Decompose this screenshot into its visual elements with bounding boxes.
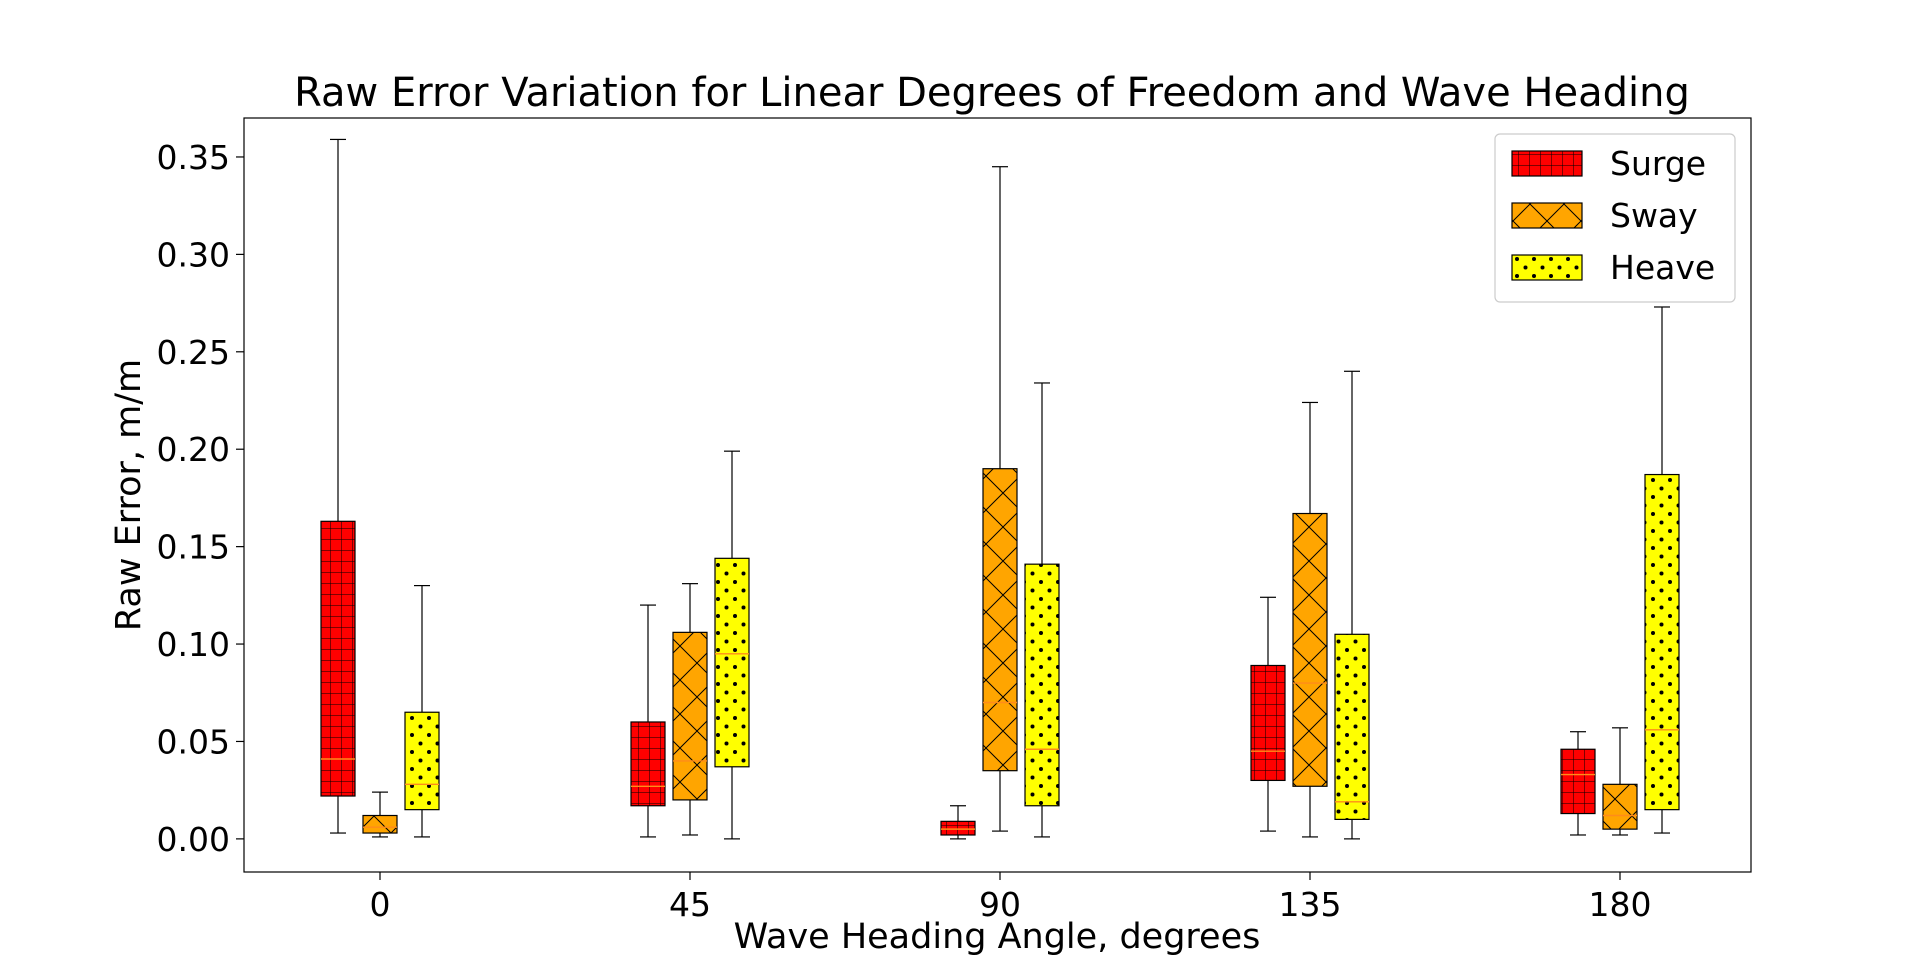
y-axis-label: Raw Error, m/m <box>109 359 149 631</box>
box-sway-0 <box>362 791 398 838</box>
box-outline <box>714 557 750 768</box>
legend-swatch-outline <box>1511 254 1583 281</box>
x-tick-label: 45 <box>669 885 711 924</box>
legend-item-sway: Sway <box>1511 196 1698 235</box>
legend-swatch-outline <box>1511 150 1583 177</box>
y-tick-label: 0.20 <box>157 430 230 469</box>
legend-label: Heave <box>1610 248 1715 287</box>
box-hatch <box>1251 665 1285 781</box>
box-hatch <box>1645 474 1679 810</box>
box-plots <box>320 138 1680 840</box>
box-outline <box>940 820 976 836</box>
box-surge-0 <box>320 138 356 834</box>
x-axis: 0 45 90 135 180 <box>370 872 1652 924</box>
box-hatch <box>1603 784 1637 830</box>
box-outline <box>630 721 666 807</box>
y-tick-label: 0.30 <box>157 235 230 274</box>
plot-area-frame <box>243 117 1752 873</box>
x-tick-label: 90 <box>979 885 1021 924</box>
legend-label: Surge <box>1610 144 1706 183</box>
x-tick-label: 135 <box>1279 885 1342 924</box>
box-surge-135 <box>1250 596 1286 832</box>
box-hatch <box>1025 564 1059 806</box>
box-outline <box>362 814 398 834</box>
x-tick-label: 0 <box>370 885 391 924</box>
x-tick-label: 180 <box>1589 885 1652 924</box>
box-hatch <box>983 468 1017 771</box>
box-sway-90 <box>982 166 1018 832</box>
chart-title: Raw Error Variation for Linear Degrees o… <box>294 70 1690 116</box>
box-hatch <box>363 815 397 834</box>
box-outline <box>404 711 440 811</box>
box-outline <box>1024 563 1060 807</box>
box-surge-45 <box>630 604 666 838</box>
box-hatch <box>631 721 665 806</box>
box-hatch <box>715 558 749 767</box>
box-heave-90 <box>1024 382 1060 838</box>
box-heave-0 <box>404 584 440 838</box>
legend-swatch-hatch <box>1512 151 1582 176</box>
box-heave-180 <box>1644 306 1680 834</box>
box-outline <box>672 631 708 801</box>
box-hatch <box>1561 749 1595 814</box>
y-tick-label: 0.35 <box>157 138 230 177</box>
box-heave-45 <box>714 450 750 840</box>
box-hatch <box>1293 513 1327 787</box>
box-hatch <box>405 712 439 810</box>
y-tick-label: 0.25 <box>157 333 230 372</box>
box-outline <box>1560 748 1596 815</box>
legend: Surge Sway Heave <box>1494 133 1736 303</box>
y-tick-label: 0.15 <box>157 528 230 567</box>
box-sway-180 <box>1602 727 1638 836</box>
box-hatch <box>941 821 975 835</box>
box-sway-135 <box>1292 401 1328 838</box>
box-outline <box>1250 664 1286 782</box>
legend-swatch-hatch <box>1512 203 1582 228</box>
box-heave-135 <box>1334 370 1370 840</box>
box-hatch <box>673 632 707 800</box>
legend-item-heave: Heave <box>1511 248 1715 287</box>
x-axis-label: Wave Heading Angle, degrees <box>734 917 1261 957</box>
box-outline <box>1644 473 1680 811</box>
box-outline <box>982 468 1018 772</box>
box-outline <box>1602 783 1638 830</box>
box-outline <box>1292 512 1328 787</box>
box-sway-45 <box>672 583 708 836</box>
box-surge-180 <box>1560 731 1596 836</box>
box-surge-90 <box>940 805 976 840</box>
y-axis: 0.00 0.05 0.10 0.15 0.20 0.25 0.30 0.35 <box>157 138 244 859</box>
legend-item-surge: Surge <box>1511 144 1706 183</box>
legend-swatch-hatch <box>1512 255 1582 280</box>
y-tick-label: 0.10 <box>157 625 230 664</box>
box-hatch <box>321 521 355 797</box>
y-tick-label: 0.05 <box>157 722 230 761</box>
box-hatch <box>1335 634 1369 820</box>
box-outline <box>320 520 356 797</box>
y-tick-label: 0.00 <box>157 820 230 859</box>
box-outline <box>1334 633 1370 820</box>
legend-swatch-outline <box>1511 202 1583 229</box>
legend-label: Sway <box>1610 196 1698 235</box>
